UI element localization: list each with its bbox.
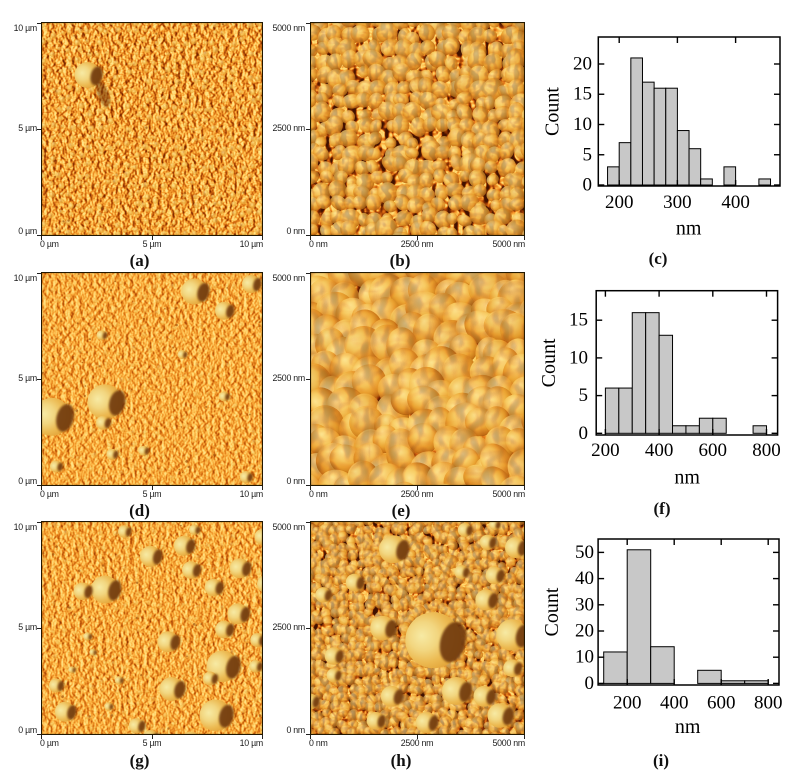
svg-text:15: 15 (569, 310, 588, 331)
svg-text:10: 10 (573, 114, 592, 135)
svg-text:15: 15 (573, 84, 592, 105)
svg-text:600: 600 (699, 440, 728, 461)
svg-text:0: 0 (585, 673, 595, 694)
svg-text:300: 300 (663, 192, 692, 213)
svg-text:5: 5 (583, 144, 593, 165)
svg-text:800: 800 (754, 692, 783, 713)
svg-text:600: 600 (707, 692, 736, 713)
svg-text:0: 0 (579, 423, 589, 444)
svg-text:400: 400 (721, 192, 750, 213)
svg-text:400: 400 (660, 692, 689, 713)
svg-text:400: 400 (645, 440, 674, 461)
svg-text:Count: Count (541, 587, 563, 636)
svg-text:5: 5 (579, 385, 589, 406)
svg-text:nm: nm (674, 467, 700, 489)
svg-text:10: 10 (575, 647, 594, 668)
svg-text:200: 200 (605, 192, 634, 213)
svg-text:nm: nm (676, 217, 702, 239)
svg-text:nm: nm (675, 716, 701, 738)
svg-text:50: 50 (575, 542, 594, 563)
svg-text:200: 200 (591, 440, 620, 461)
svg-text:0: 0 (583, 175, 593, 196)
svg-text:30: 30 (575, 594, 594, 615)
svg-text:Count: Count (540, 338, 560, 387)
svg-text:Count: Count (542, 87, 564, 136)
svg-text:800: 800 (752, 440, 781, 461)
svg-text:40: 40 (575, 568, 594, 589)
svg-text:20: 20 (573, 54, 592, 75)
svg-text:10: 10 (569, 347, 588, 368)
svg-text:200: 200 (613, 692, 642, 713)
svg-text:20: 20 (575, 621, 594, 642)
